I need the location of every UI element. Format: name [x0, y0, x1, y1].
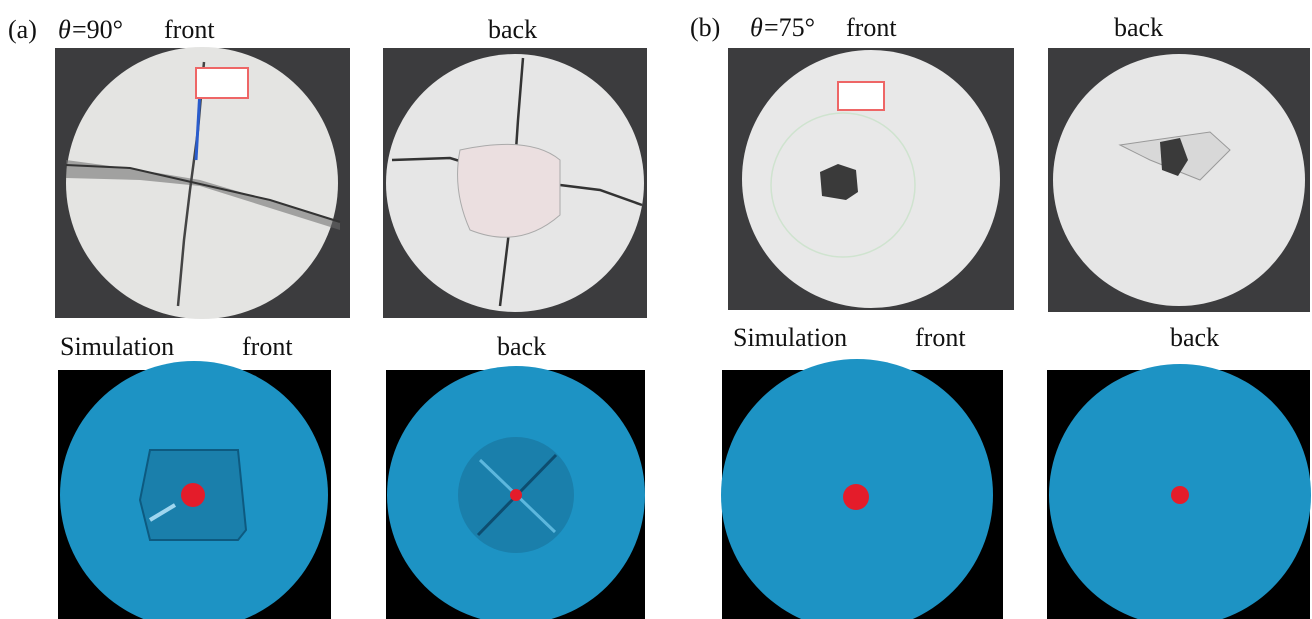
photo: [728, 48, 1014, 310]
angle-symbol: θ: [58, 15, 71, 44]
simulation-image: [58, 361, 331, 619]
photo-front-label: front: [846, 13, 897, 42]
figure: (a) θ =90° front back Simulation front b…: [0, 0, 1312, 619]
photo-back-label: back: [488, 15, 537, 44]
simulation-label: Simulation: [733, 323, 847, 352]
simulation-image: [386, 366, 645, 619]
panel-label: (a): [8, 15, 37, 44]
angle-value: =75°: [764, 13, 815, 42]
simulation-image: [1047, 364, 1311, 619]
sim-back-label: back: [1170, 323, 1219, 352]
panel-label: (b): [690, 13, 720, 42]
sim-back-label: back: [497, 332, 546, 361]
angle-value: =90°: [72, 15, 123, 44]
photo: [383, 48, 647, 318]
sim-front-label: front: [242, 332, 293, 361]
angle-symbol: θ: [750, 13, 763, 42]
photo: [55, 47, 350, 319]
photo: [1048, 48, 1310, 312]
simulation-image: [721, 359, 1003, 619]
photo-front-label: front: [164, 15, 215, 44]
sim-front-label: front: [915, 323, 966, 352]
photo-back-label: back: [1114, 13, 1163, 42]
simulation-label: Simulation: [60, 332, 174, 361]
